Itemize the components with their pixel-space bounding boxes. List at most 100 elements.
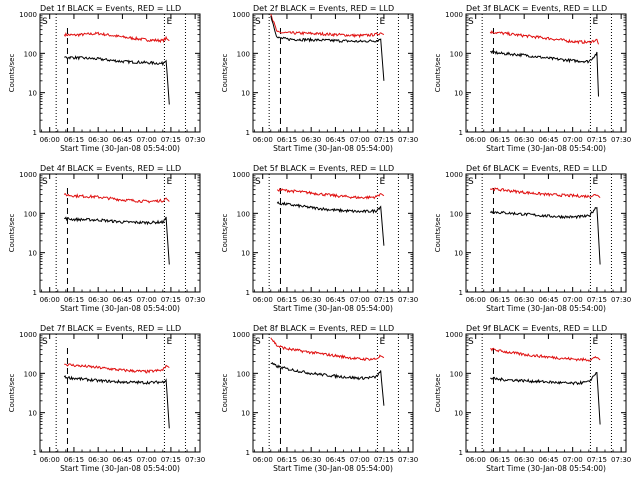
panel-title: Det 1f BLACK = Events, RED = LLD — [40, 4, 181, 13]
y-axis-title: Counts/sec — [8, 374, 16, 413]
x-tick-label: 07:15 — [374, 296, 394, 304]
end-marker-label: E — [379, 177, 385, 187]
x-tick-label: 06:15 — [277, 136, 297, 144]
y-tick-label: 100 — [24, 50, 37, 58]
end-marker-label: E — [166, 177, 172, 187]
x-tick-label: 07:30 — [185, 136, 205, 144]
x-axis-title: Start Time (30-Jan-08 05:54:00) — [60, 144, 180, 153]
x-tick-label: 07:15 — [161, 456, 181, 464]
y-tick-label: 1000 — [232, 331, 250, 339]
x-tick-label: 07:30 — [611, 456, 631, 464]
panel-title: Det 8f BLACK = Events, RED = LLD — [253, 324, 394, 333]
x-tick-label: 06:45 — [112, 136, 132, 144]
y-tick-label: 100 — [237, 210, 250, 218]
end-marker-label: E — [166, 337, 172, 347]
x-tick-label: 07:30 — [398, 456, 418, 464]
start-marker-label: S — [42, 337, 48, 347]
x-tick-label: 06:00 — [253, 296, 273, 304]
start-marker-label: S — [255, 17, 261, 27]
start-marker-label: S — [42, 177, 48, 187]
panel-title: Det 9f BLACK = Events, RED = LLD — [466, 324, 607, 333]
end-marker-label: E — [379, 337, 385, 347]
x-tick-label: 07:30 — [185, 456, 205, 464]
y-tick-label: 10 — [241, 90, 250, 98]
panel-det-3: Det 3f BLACK = Events, RED = LLD 1 10 100 10… — [434, 4, 631, 153]
y-tick-label: 1000 — [445, 11, 463, 19]
x-tick-label: 07:15 — [374, 136, 394, 144]
y-axis-title: Counts/sec — [8, 214, 16, 253]
end-marker-label: E — [166, 17, 172, 27]
x-tick-label: 07:30 — [398, 136, 418, 144]
end-marker-label: E — [592, 337, 598, 347]
events-trace — [490, 371, 601, 425]
lld-trace — [490, 347, 601, 362]
y-tick-label: 1 — [459, 289, 463, 297]
y-tick-label: 10 — [28, 410, 37, 418]
x-axis-title: Start Time (30-Jan-08 05:54:00) — [60, 304, 180, 313]
lld-trace — [63, 31, 170, 44]
x-tick-label: 06:00 — [466, 296, 486, 304]
y-tick-label: 1000 — [19, 11, 37, 19]
x-tick-label: 06:15 — [490, 456, 510, 464]
x-axis-title: Start Time (30-Jan-08 05:54:00) — [273, 144, 393, 153]
y-tick-label: 100 — [237, 370, 250, 378]
events-trace — [270, 361, 385, 406]
y-tick-label: 1 — [459, 129, 463, 137]
y-tick-label: 1 — [246, 289, 250, 297]
plot-frame — [465, 173, 627, 293]
x-tick-label: 06:30 — [88, 456, 108, 464]
y-tick-label: 1000 — [19, 171, 37, 179]
lld-trace — [64, 363, 170, 374]
x-tick-label: 06:45 — [325, 456, 345, 464]
y-axis-title: Counts/sec — [434, 214, 442, 253]
y-tick-label: 10 — [241, 410, 250, 418]
x-tick-label: 06:00 — [466, 136, 486, 144]
x-tick-label: 06:30 — [514, 136, 534, 144]
x-tick-label: 07:00 — [350, 456, 370, 464]
y-tick-label: 1000 — [19, 331, 37, 339]
x-tick-label: 07:00 — [563, 456, 583, 464]
x-tick-label: 07:15 — [587, 136, 607, 144]
lld-trace — [270, 14, 385, 39]
y-axis-title: Counts/sec — [221, 54, 229, 93]
x-tick-label: 06:45 — [112, 296, 132, 304]
y-tick-label: 100 — [24, 370, 37, 378]
x-tick-label: 06:30 — [514, 296, 534, 304]
y-tick-label: 100 — [450, 370, 463, 378]
y-axis-title: Counts/sec — [8, 54, 16, 93]
y-tick-label: 10 — [28, 90, 37, 98]
plot-frame — [39, 333, 201, 453]
events-trace — [276, 201, 385, 246]
y-tick-label: 1 — [246, 129, 250, 137]
x-tick-label: 06:30 — [301, 136, 321, 144]
x-tick-label: 06:00 — [40, 456, 60, 464]
y-tick-label: 1 — [246, 449, 250, 457]
plot-frame — [252, 173, 414, 293]
y-tick-label: 1 — [459, 449, 463, 457]
y-axis-title: Counts/sec — [434, 54, 442, 93]
x-tick-label: 06:15 — [64, 136, 84, 144]
panel-title: Det 7f BLACK = Events, RED = LLD — [40, 324, 181, 333]
panel-det-9: Det 9f BLACK = Events, RED = LLD 1 10 100 10… — [434, 324, 631, 473]
x-tick-label: 06:45 — [325, 296, 345, 304]
x-tick-label: 06:15 — [64, 296, 84, 304]
x-axis-title: Start Time (30-Jan-08 05:54:00) — [486, 304, 606, 313]
plot-frame — [39, 13, 201, 133]
x-tick-label: 06:15 — [277, 296, 297, 304]
x-tick-label: 07:15 — [161, 136, 181, 144]
x-tick-label: 07:30 — [611, 136, 631, 144]
start-marker-label: S — [255, 337, 261, 347]
panel-title: Det 3f BLACK = Events, RED = LLD — [466, 4, 607, 13]
x-tick-label: 06:30 — [88, 136, 108, 144]
x-tick-label: 06:45 — [538, 456, 558, 464]
x-tick-label: 06:15 — [277, 456, 297, 464]
plot-frame — [465, 13, 627, 133]
events-trace — [63, 375, 170, 429]
y-tick-label: 1000 — [445, 171, 463, 179]
plot-frame — [465, 333, 627, 453]
y-tick-label: 10 — [454, 90, 463, 98]
x-tick-label: 06:45 — [538, 296, 558, 304]
plot-frame — [252, 333, 414, 453]
x-tick-label: 07:00 — [350, 296, 370, 304]
x-tick-label: 06:00 — [253, 456, 273, 464]
